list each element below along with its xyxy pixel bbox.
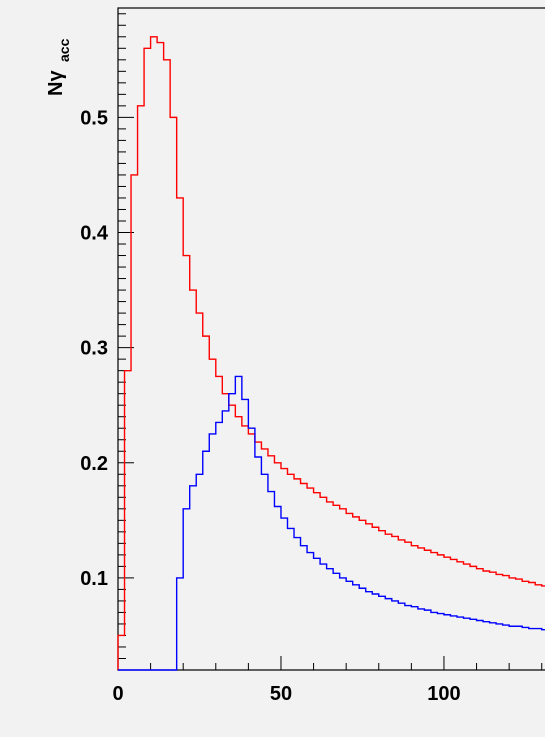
y-tick-label: 0.4 [80,223,109,245]
axis-ticks [117,13,543,670]
y-axis-label-subscript: acc [56,38,72,62]
x-tick-label: 100 [427,683,460,705]
series-1-histogram [117,36,545,670]
series-layer [117,36,545,671]
x-tick-label: 0 [112,683,123,705]
tick-labels: 0.1 0.2 0.3 0.4 0.5 0 50 100 [80,107,460,705]
plot-frame [117,7,545,671]
x-tick-label: 50 [270,683,292,705]
y-axis-label: Nγ [45,70,67,96]
y-axis-title: Nγ acc [45,38,72,96]
y-tick-label: 0.1 [80,568,108,590]
y-tick-label: 0.3 [80,338,108,360]
series-2-histogram [118,375,545,671]
y-tick-label: 0.2 [80,453,108,475]
y-tick-label: 0.5 [80,107,108,129]
